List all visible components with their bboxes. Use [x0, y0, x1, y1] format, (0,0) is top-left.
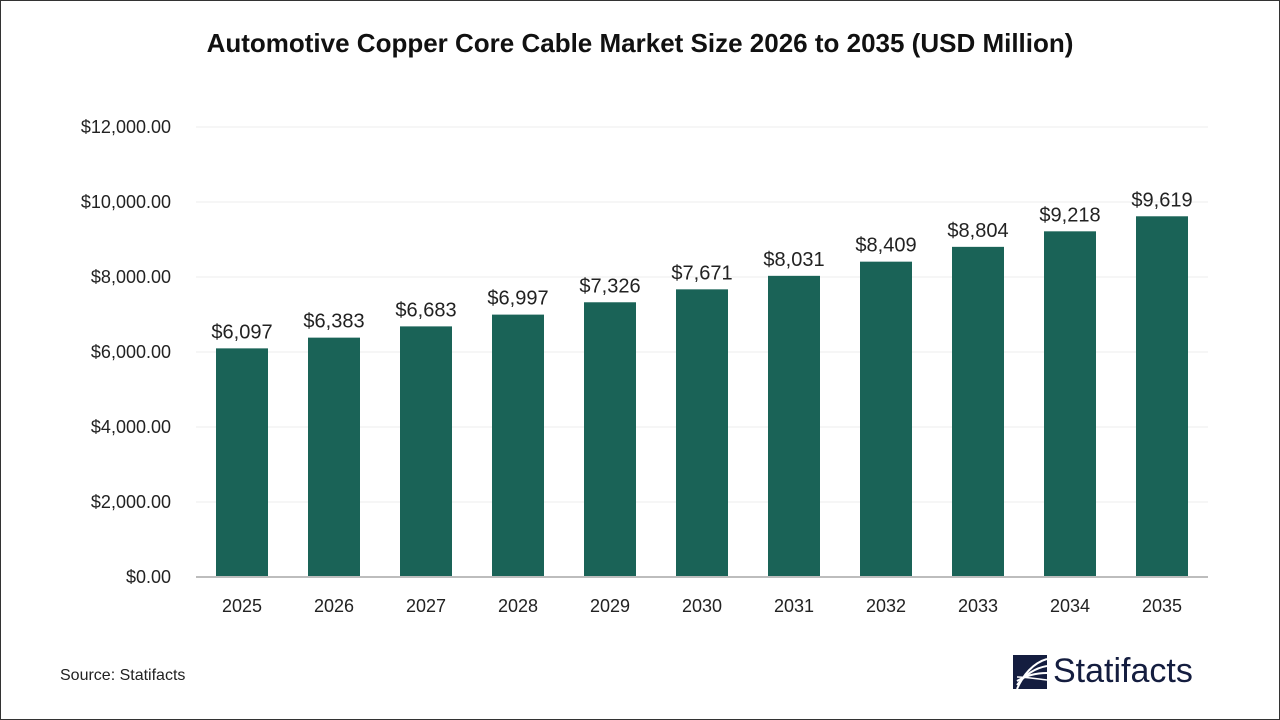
bar — [584, 302, 636, 577]
bar — [952, 246, 1004, 577]
bar — [860, 261, 912, 577]
bar — [308, 337, 360, 577]
data-label: $6,097 — [211, 321, 272, 343]
x-tick-label: 2032 — [866, 596, 906, 616]
x-tick-label: 2030 — [682, 596, 722, 616]
x-tick-label: 2035 — [1142, 596, 1182, 616]
bar — [768, 275, 820, 577]
bar — [400, 326, 452, 577]
y-tick-label: $6,000.00 — [91, 342, 171, 362]
y-tick-label: $10,000.00 — [81, 192, 171, 212]
statifacts-logo-icon — [1013, 654, 1047, 689]
data-label: $8,409 — [855, 235, 916, 257]
x-tick-label: 2026 — [314, 596, 354, 616]
x-tick-label: 2031 — [774, 596, 814, 616]
bar — [1136, 216, 1188, 577]
data-label: $8,804 — [947, 220, 1008, 242]
data-label: $7,326 — [579, 275, 640, 297]
y-tick-label: $2,000.00 — [91, 492, 171, 512]
statifacts-logo: Statifacts — [1013, 652, 1193, 691]
data-label: $6,683 — [395, 299, 456, 321]
source-note: Source: Statifacts — [60, 667, 186, 684]
x-tick-label: 2025 — [222, 596, 262, 616]
x-tick-label: 2029 — [590, 596, 630, 616]
x-tick-label: 2027 — [406, 596, 446, 616]
y-tick-label: $4,000.00 — [91, 417, 171, 437]
chart-title: Automotive Copper Core Cable Market Size… — [206, 28, 1074, 58]
bar — [676, 289, 728, 577]
y-tick-label: $0.00 — [126, 567, 171, 587]
y-tick-label: $8,000.00 — [91, 267, 171, 287]
x-tick-label: 2034 — [1050, 596, 1090, 616]
x-tick-label: 2033 — [958, 596, 998, 616]
data-label: $6,383 — [303, 311, 364, 333]
data-label: $7,671 — [671, 262, 732, 284]
bar — [216, 348, 268, 577]
bar — [1044, 231, 1096, 577]
data-label: $6,997 — [487, 288, 548, 310]
logo-text: Statifacts — [1053, 652, 1193, 690]
y-tick-label: $12,000.00 — [81, 117, 171, 137]
bar — [492, 314, 544, 577]
data-label: $9,619 — [1131, 189, 1192, 211]
data-label: $8,031 — [763, 249, 824, 271]
x-tick-label: 2028 — [498, 596, 538, 616]
data-label: $9,218 — [1039, 204, 1100, 226]
